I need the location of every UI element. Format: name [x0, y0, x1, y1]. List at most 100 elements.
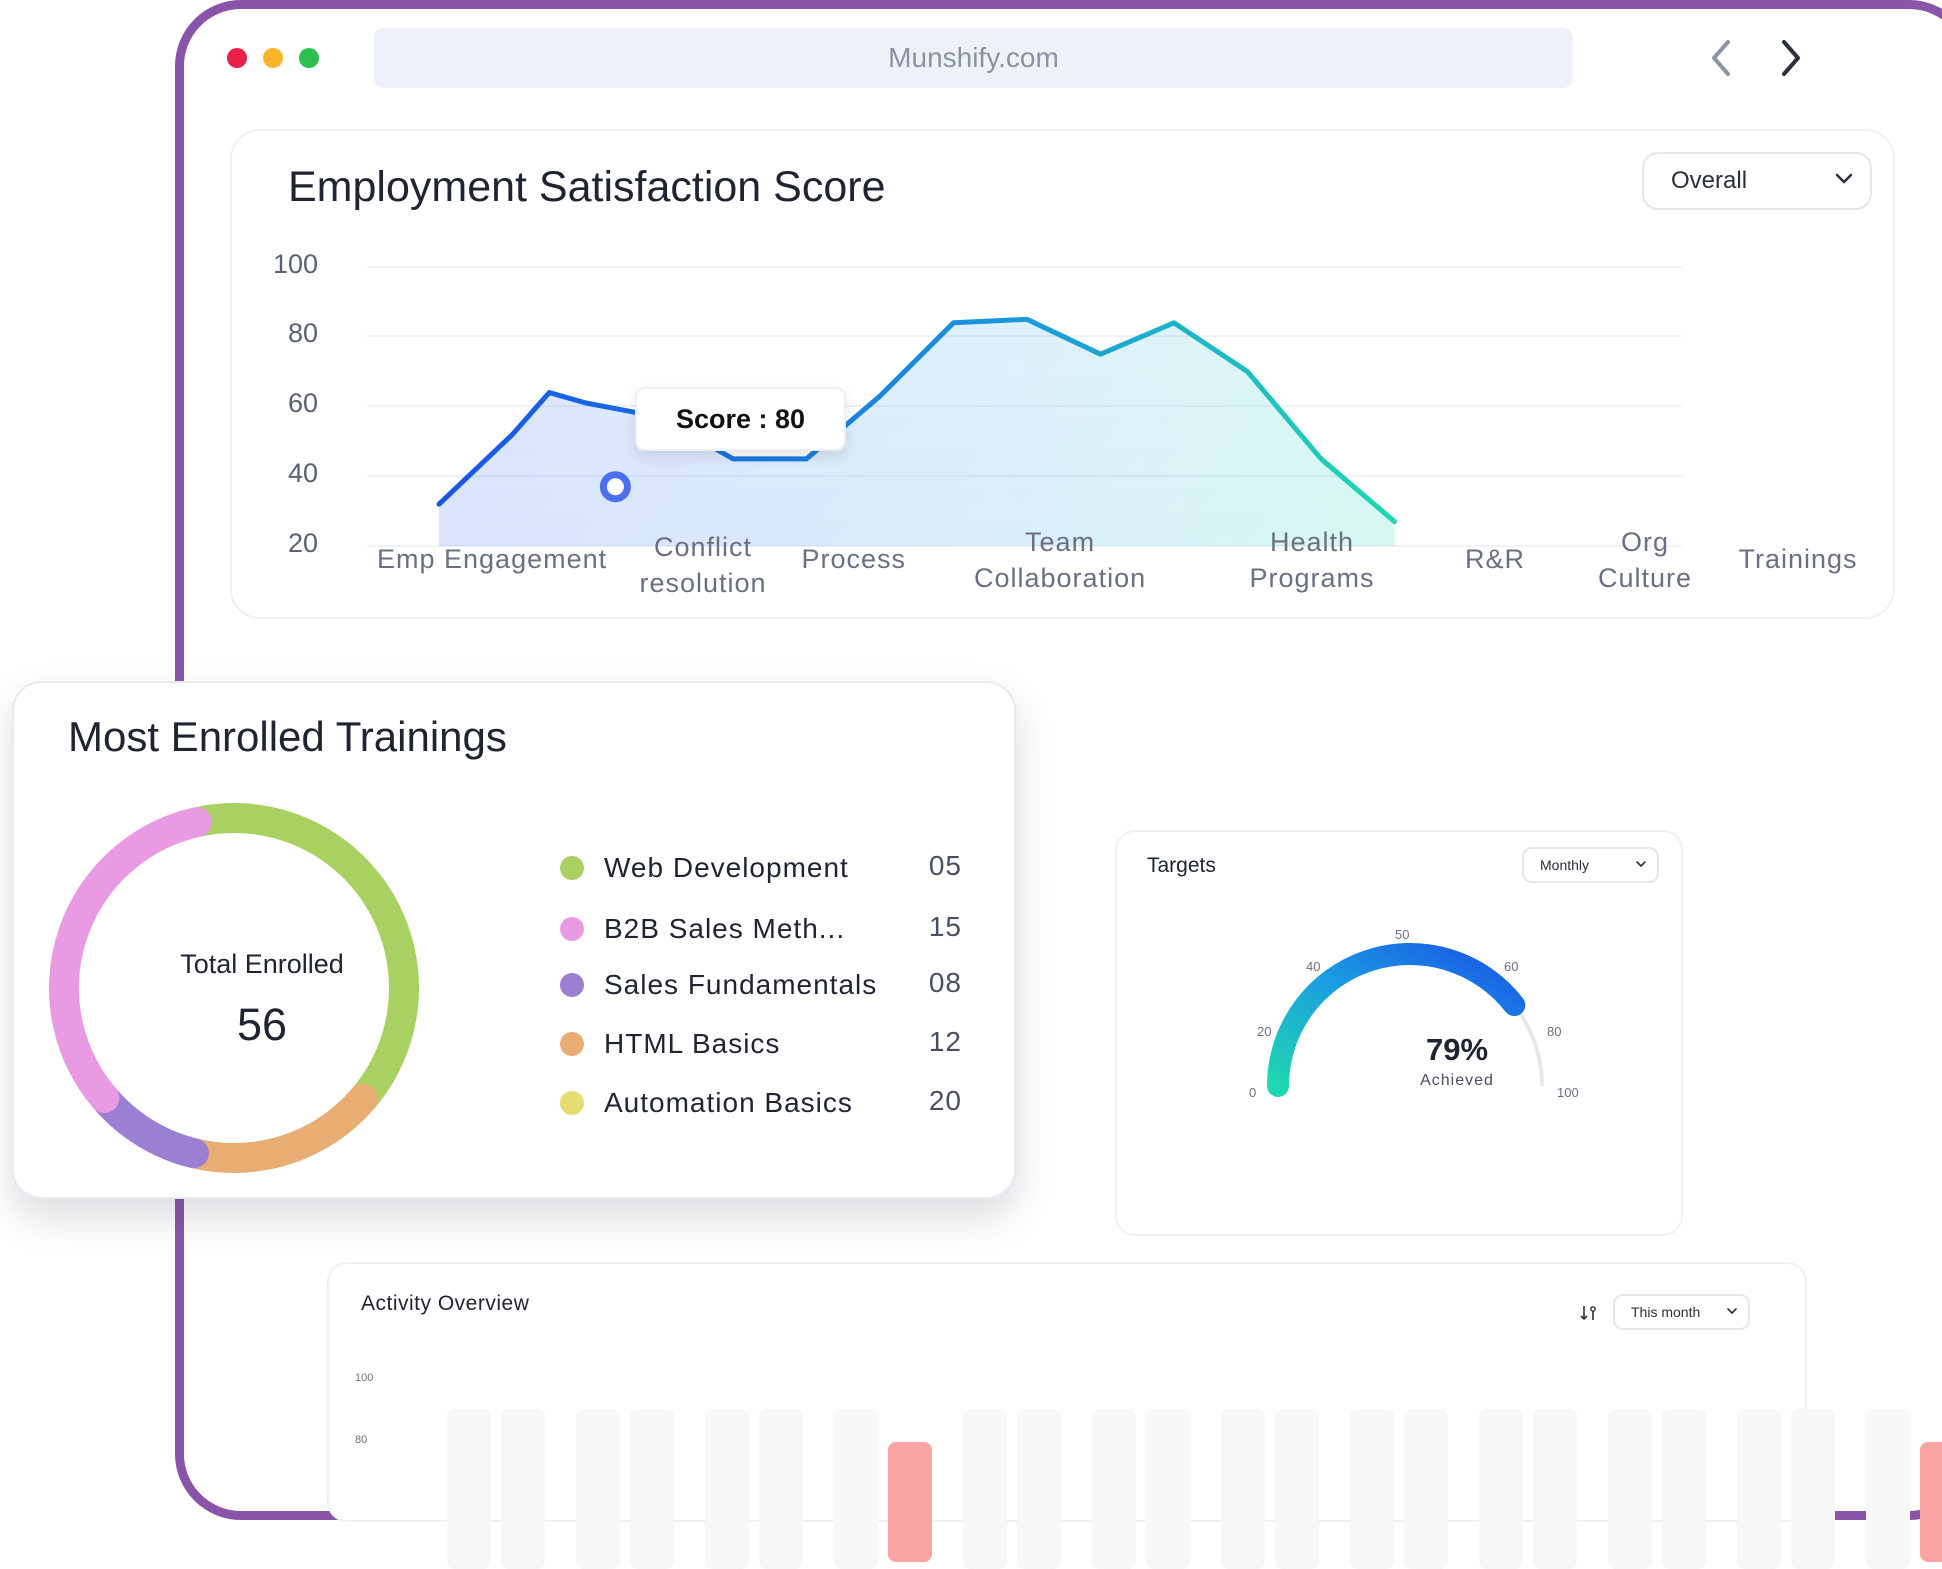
trainings-donut-chart: [49, 803, 419, 1173]
x-tick-label: Conflict resolution: [640, 529, 767, 601]
gauge-tick-20: 20: [1257, 1024, 1272, 1039]
chevron-down-icon: [1727, 1308, 1737, 1314]
chevron-down-icon: [1636, 861, 1646, 867]
activity-bar[interactable]: [1221, 1409, 1265, 1569]
legend-value: 12: [928, 1026, 962, 1057]
x-tick-label-line: Trainings: [1738, 544, 1858, 574]
legend-label: Automation Basics: [604, 1087, 853, 1118]
activity-card: Activity Overview This month 100 80: [327, 1262, 1942, 1569]
legend-label: B2B Sales Meth...: [604, 913, 846, 944]
x-tick-label: Emp Engagement: [377, 541, 607, 577]
x-tick-label-line: Culture: [1598, 563, 1693, 593]
targets-period-dropdown[interactable]: Monthly: [1522, 847, 1659, 883]
legend-item[interactable]: Web Development: [560, 848, 849, 888]
x-tick-label-line: Team: [1025, 527, 1096, 557]
legend-color-dot: [560, 1032, 584, 1056]
legend-label: HTML Basics: [604, 1028, 781, 1059]
satisfaction-series-line: [436, 316, 1397, 525]
y-tick-label: 80: [287, 318, 318, 348]
activity-bar[interactable]: [1608, 1409, 1652, 1569]
legend-value: 15: [928, 911, 962, 942]
legend-color-dot: [560, 1091, 584, 1115]
activity-bar[interactable]: [1791, 1409, 1835, 1569]
gauge-achieved-label: Achieved: [1420, 1072, 1494, 1089]
x-tick-label: Org Culture: [1598, 524, 1692, 596]
legend-item[interactable]: Automation Basics: [560, 1083, 853, 1123]
maximize-window-dot[interactable]: [299, 48, 319, 68]
x-tick-label-line: Org: [1621, 527, 1670, 557]
donut-segment[interactable]: [178, 1083, 378, 1173]
targets-card: Targets Monthly 0 20 40 50 60 80 100 79%…: [1115, 830, 1683, 1236]
activity-period-value: This month: [1631, 1304, 1701, 1320]
legend-label: Sales Fundamentals: [604, 969, 878, 1000]
satisfaction-title: Employment Satisfaction Score: [288, 163, 886, 211]
activity-bar[interactable]: [1146, 1409, 1190, 1569]
activity-bar[interactable]: [759, 1409, 803, 1569]
x-tick-label-line: Conflict: [654, 532, 753, 562]
gauge-tick-50: 50: [1395, 927, 1410, 942]
gauge-tick-80: 80: [1547, 1024, 1562, 1039]
total-enrolled-value: 56: [236, 999, 288, 1050]
activity-bar[interactable]: [1737, 1409, 1781, 1569]
x-tick-label: Trainings: [1739, 541, 1858, 577]
trainings-card: Most Enrolled Trainings Total Enrolled 5…: [12, 681, 1016, 1199]
minimize-window-dot[interactable]: [263, 48, 283, 68]
satisfaction-highlight-point: [599, 471, 631, 503]
activity-bar[interactable]: [1017, 1409, 1061, 1569]
forward-arrow-icon[interactable]: [1770, 36, 1810, 80]
activity-bar[interactable]: [1866, 1409, 1910, 1569]
activity-bar[interactable]: [1092, 1409, 1136, 1569]
x-tick-label: Team Collaboration: [974, 524, 1146, 596]
activity-ytick-100: 100: [355, 1372, 374, 1384]
satisfaction-card: Employment Satisfaction Score Overall: [230, 129, 1895, 619]
close-window-dot[interactable]: [227, 48, 247, 68]
legend-label: Web Development: [604, 852, 849, 883]
y-tick-label: 60: [287, 388, 318, 418]
y-tick-label: 20: [287, 528, 318, 558]
activity-bar[interactable]: [1662, 1409, 1706, 1569]
activity-bar[interactable]: [705, 1409, 749, 1569]
activity-bar[interactable]: [888, 1442, 932, 1562]
legend-item[interactable]: HTML Basics: [560, 1024, 780, 1064]
activity-bar[interactable]: [963, 1409, 1007, 1569]
donut-segment[interactable]: [181, 803, 419, 1114]
legend-value: 05: [928, 850, 962, 881]
activity-bar[interactable]: [1533, 1409, 1577, 1569]
satisfaction-line-chart: [367, 266, 1682, 547]
legend-item[interactable]: B2B Sales Meth...: [560, 909, 845, 949]
satisfaction-filter-value: Overall: [1671, 167, 1748, 194]
targets-title: Targets: [1147, 854, 1216, 877]
satisfaction-filter-dropdown[interactable]: Overall: [1642, 152, 1872, 210]
tooltip-text: Score : 80: [675, 403, 806, 434]
legend-item[interactable]: Sales Fundamentals: [560, 965, 877, 1005]
activity-bar[interactable]: [630, 1409, 674, 1569]
total-enrolled-label: Total Enrolled: [180, 949, 344, 979]
chevron-down-icon: [1835, 173, 1853, 184]
x-tick-label-line: resolution: [639, 568, 767, 598]
activity-bar[interactable]: [1275, 1409, 1319, 1569]
activity-bar[interactable]: [576, 1409, 620, 1569]
address-bar[interactable]: Munshify.com: [374, 28, 1573, 88]
x-tick-label-line: Collaboration: [974, 563, 1147, 593]
activity-bar[interactable]: [1350, 1409, 1394, 1569]
legend-color-dot: [560, 973, 584, 997]
gauge-progress-arc: [1267, 943, 1526, 1097]
activity-bar[interactable]: [1479, 1409, 1523, 1569]
activity-bar[interactable]: [834, 1409, 878, 1569]
x-tick-label: R&R: [1465, 541, 1525, 577]
activity-bar[interactable]: [1920, 1442, 1942, 1562]
sort-filter-icon[interactable]: [1579, 1304, 1599, 1322]
activity-bar[interactable]: [501, 1409, 545, 1569]
trainings-title: Most Enrolled Trainings: [68, 713, 507, 760]
y-tick-label: 100: [272, 249, 318, 279]
x-tick-label-line: Programs: [1249, 563, 1375, 593]
activity-bar[interactable]: [1404, 1409, 1448, 1569]
activity-bar[interactable]: [447, 1409, 491, 1569]
targets-gauge: [1267, 943, 1544, 1097]
x-tick-label-line: R&R: [1465, 544, 1526, 574]
donut-segment[interactable]: [89, 1083, 209, 1169]
window-controls: [227, 48, 319, 68]
back-arrow-icon[interactable]: [1702, 36, 1742, 80]
activity-period-dropdown[interactable]: This month: [1613, 1294, 1750, 1330]
donut-segment[interactable]: [49, 807, 212, 1114]
